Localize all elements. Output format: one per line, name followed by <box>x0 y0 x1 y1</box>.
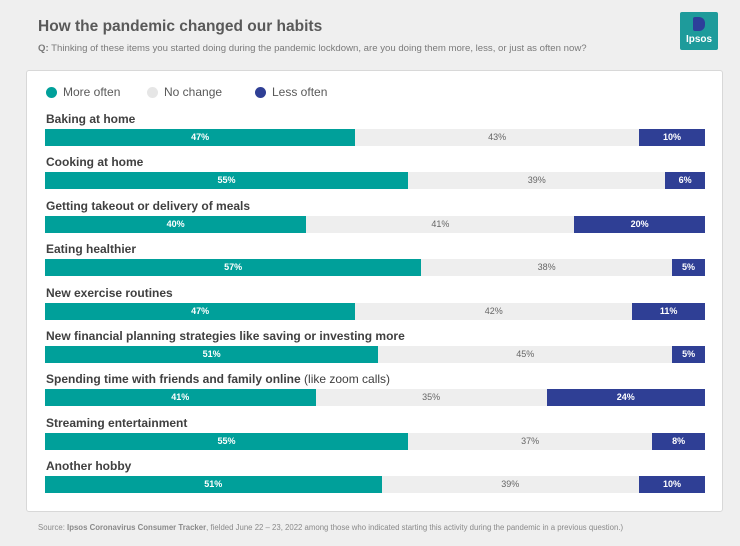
row-label: Cooking at home <box>46 155 143 169</box>
bar-segment-less-often: 10% <box>638 129 705 146</box>
question-text: Thinking of these items you started doin… <box>48 43 587 54</box>
bar-segment-less-often: 5% <box>671 259 705 277</box>
footer-source-label: Source: <box>38 523 65 532</box>
bar-segment-no-change: 39% <box>408 172 666 190</box>
row-label-note: (like zoom calls) <box>300 372 391 387</box>
bar-segment-more-often: 55% <box>45 172 408 190</box>
bar-segment-more-often: 51% <box>45 476 382 494</box>
legend-label-less-often: Less often <box>272 85 328 99</box>
bar-segment-no-change: 42% <box>355 302 633 320</box>
bar-segment-no-change: 35% <box>315 389 547 407</box>
row-label: Streaming entertainment <box>46 416 187 430</box>
bar-segment-more-often: 55% <box>45 432 408 450</box>
row-label-text: Eating healthier <box>46 242 137 257</box>
row-label: New financial planning strategies like s… <box>46 329 405 343</box>
bar-segment-no-change: 38% <box>421 259 672 277</box>
bar-segment-no-change: 43% <box>355 129 639 146</box>
stacked-bar: 41% 35% 24% <box>45 389 705 407</box>
row-label-text: Streaming entertainment <box>46 415 188 430</box>
chart-question: Q: Thinking of these items you started d… <box>38 43 587 54</box>
bar-segment-more-often: 41% <box>45 389 316 407</box>
legend-label-no-change: No change <box>164 85 223 99</box>
stacked-bar: 55% 37% 8% <box>45 432 705 450</box>
ipsos-logo: Ipsos <box>680 12 718 50</box>
bar-segment-more-often: 57% <box>45 259 422 277</box>
row-label: New exercise routines <box>46 286 173 300</box>
bar-segment-more-often: 40% <box>45 215 307 233</box>
stacked-bar: 47% 42% 11% <box>45 302 705 320</box>
bar-segment-less-often: 24% <box>546 389 705 407</box>
row-label-text: New financial planning strategies like s… <box>46 329 405 343</box>
stacked-bar: 57% 38% 5% <box>45 259 705 277</box>
row-label-text: Spending time with friends and family on… <box>46 372 301 387</box>
row-label: Spending time with friends and family on… <box>46 372 390 386</box>
stacked-bar: 51% 45% 5% <box>45 346 705 363</box>
bar-segment-no-change: 41% <box>306 215 575 233</box>
row-label: Another hobby <box>46 459 131 473</box>
stacked-bar: 47% 43% 10% <box>45 129 705 146</box>
bar-segment-less-often: 5% <box>672 346 705 363</box>
chart-card: More often No change Less often Baking a… <box>26 70 723 512</box>
row-label: Getting takeout or delivery of meals <box>46 199 250 213</box>
footer-source-name: Ipsos Coronavirus Consumer Tracker <box>64 523 207 532</box>
row-label-text: Getting takeout or delivery of meals <box>46 198 251 213</box>
question-prefix: Q: <box>38 43 49 54</box>
row-label-text: Cooking at home <box>46 155 144 170</box>
stacked-bar: 51% 39% 10% <box>45 476 705 494</box>
bar-segment-no-change: 45% <box>378 346 673 363</box>
bar-segment-more-often: 47% <box>45 129 356 146</box>
bar-segment-no-change: 37% <box>408 432 653 450</box>
bar-segment-more-often: 47% <box>45 302 356 320</box>
bar-segment-no-change: 39% <box>381 476 639 494</box>
source-footnote: Source: Ipsos Coronavirus Consumer Track… <box>38 523 623 532</box>
bar-segment-less-often: 20% <box>574 215 705 233</box>
row-label-text: New exercise routines <box>46 285 173 300</box>
footer-source-text: , fielded June 22 – 23, 2022 among those… <box>206 523 624 532</box>
row-label: Baking at home <box>46 112 135 126</box>
ipsos-logo-mark <box>693 17 705 31</box>
row-label-text: Baking at home <box>46 112 136 126</box>
row-label-text: Another hobby <box>46 459 132 474</box>
legend-dot-less-often <box>255 87 266 98</box>
legend-dot-more-often <box>46 87 57 98</box>
legend-label-more-often: More often <box>63 85 121 99</box>
bar-segment-less-often: 6% <box>665 172 705 190</box>
row-label: Eating healthier <box>46 242 136 256</box>
legend-dot-no-change <box>147 87 158 98</box>
bar-segment-less-often: 8% <box>652 432 705 450</box>
bar-segment-less-often: 10% <box>638 476 705 494</box>
stacked-bar: 40% 41% 20% <box>45 215 705 233</box>
chart-title: How the pandemic changed our habits <box>38 18 323 35</box>
stacked-bar: 55% 39% 6% <box>45 172 705 190</box>
bar-segment-less-often: 11% <box>632 302 705 320</box>
ipsos-logo-text: Ipsos <box>685 34 713 45</box>
bar-segment-more-often: 51% <box>45 346 379 363</box>
